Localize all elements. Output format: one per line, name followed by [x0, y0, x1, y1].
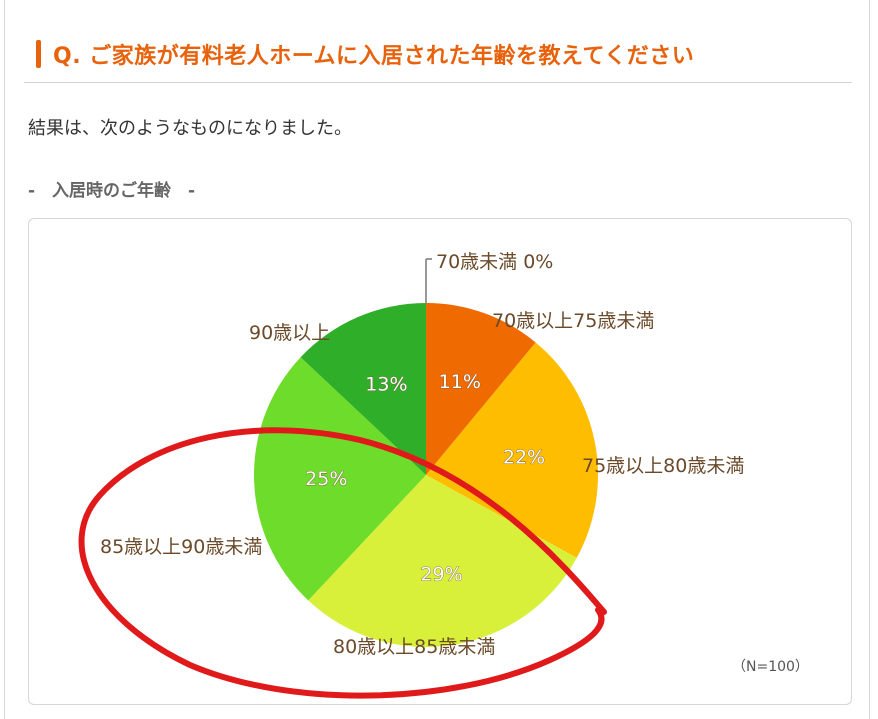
question-title: Q. ご家族が有料老人ホームに入居された年齢を教えてください — [53, 44, 695, 69]
title-divider — [24, 82, 852, 83]
percent-label-2: 11% — [439, 371, 481, 393]
category-label-6: 90歳以上 — [249, 322, 330, 344]
percent-label-3: 22% — [503, 446, 545, 468]
category-label-5: 85歳以上90歳未満 — [100, 536, 262, 558]
highlight-ellipse-annotation — [78, 427, 607, 699]
category-label-2: 70歳以上75歳未満 — [492, 310, 654, 332]
content-frame — [4, 0, 870, 719]
percent-label-6: 13% — [365, 373, 407, 395]
pie-slice-2 — [426, 303, 536, 475]
pie-slice-3 — [426, 342, 598, 558]
question-heading: Q. ご家族が有料老人ホームに入居された年齢を教えてください — [36, 38, 694, 70]
pie-slice-5 — [254, 357, 426, 601]
pie-slice-6 — [300, 303, 426, 475]
intro-text: 結果は、次のようなものになりました。 — [28, 118, 352, 139]
category-labels: 70歳以上75歳未満 75歳以上80歳未満 80歳以上85歳未満 85歳以上90歳未満… — [100, 310, 744, 658]
percent-labels: 11% 22% 29% 25% 13% — [305, 371, 546, 586]
pie-slices — [254, 303, 598, 647]
section-heading: - 入居時のご年齢 - — [28, 181, 196, 201]
zero-slice-label: 70歳未満 0% — [436, 251, 553, 273]
heading-accent-bar — [36, 40, 41, 68]
sample-size-label: （N=100） — [732, 659, 809, 675]
pie-slice-4 — [308, 475, 577, 647]
category-label-4: 80歳以上85歳未満 — [333, 636, 495, 658]
percent-label-4: 29% — [420, 564, 462, 586]
category-label-3: 75歳以上80歳未満 — [582, 455, 744, 477]
percent-label-5: 25% — [305, 468, 347, 490]
